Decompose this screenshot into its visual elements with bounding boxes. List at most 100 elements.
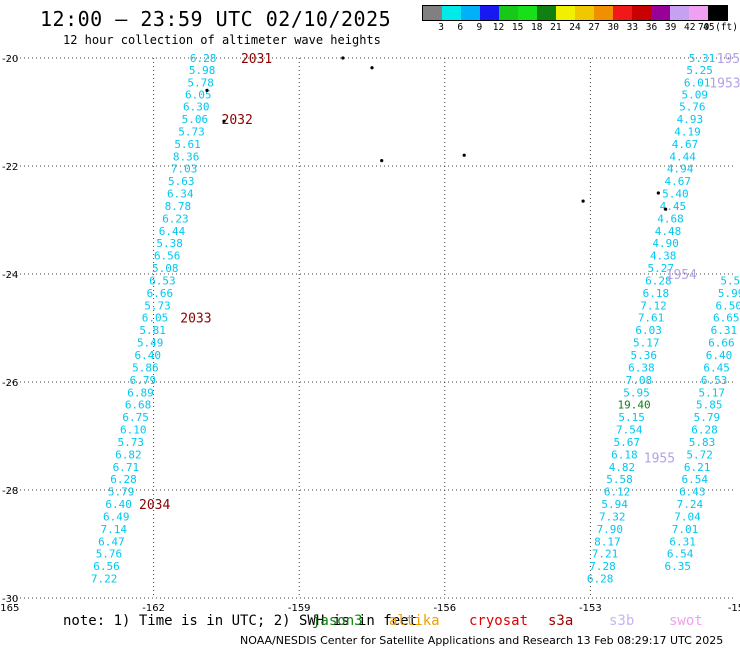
swh-value: 6.40 (706, 349, 733, 362)
swh-value: 5.61 (174, 138, 201, 151)
y-tick-label: -26 (2, 378, 18, 389)
swh-value: 7.90 (597, 523, 624, 536)
swh-value: 5.95 (623, 386, 650, 399)
swh-value: 6.28 (110, 473, 137, 486)
swh-value: 6.12 (604, 486, 631, 499)
satellite-legend-item: altika (389, 613, 440, 629)
swh-value: 7.28 (589, 560, 616, 573)
swh-value: 6.40 (135, 349, 162, 362)
pass-time-label: 1953 (709, 76, 740, 91)
swh-value: 6.23 (162, 212, 189, 225)
swh-value: 4.19 (674, 125, 701, 138)
scale-label: 15 (511, 22, 524, 33)
scale-label: 12 (492, 22, 505, 33)
swh-value: 4.68 (657, 212, 684, 225)
swh-value: 6.44 (159, 225, 186, 238)
swh-value: 5.98 (189, 64, 216, 77)
swh-value: 8.36 (173, 150, 200, 163)
color-scale: 3 6 9 12 15 18 21 24 27 30 33 36 39 42 45 70 (ft) (422, 5, 738, 36)
scale-swatch (518, 6, 537, 20)
swh-value: 5.63 (168, 175, 195, 188)
swh-value: 5.86 (132, 361, 159, 374)
island-dot (664, 207, 668, 211)
swh-value: 4.67 (672, 138, 699, 151)
scale-label: 24 (569, 22, 581, 33)
scale-swatch (442, 6, 461, 20)
scale-label: 45 (703, 22, 715, 33)
page-subtitle: 12 hour collection of altimeter wave hei… (63, 33, 381, 47)
swh-value: 5.79 (694, 411, 721, 424)
swh-value: 7.24 (677, 498, 704, 511)
swh-value: 4.38 (650, 250, 677, 263)
page-title: 12:00 — 23:59 UTC 02/10/2025 (40, 7, 392, 31)
y-tick-label: -24 (2, 270, 18, 281)
swh-value: 6.03 (635, 324, 662, 337)
swh-value: 6.75 (122, 411, 149, 424)
scale-swatch (575, 6, 594, 20)
x-tick-label: -153 (579, 603, 602, 614)
scale-swatch (594, 6, 613, 20)
scale-swatch (556, 6, 575, 20)
swh-value: 5.09 (681, 89, 708, 102)
scale-swatch (670, 6, 689, 20)
swh-value: 6.31 (711, 324, 738, 337)
swh-value: 5.17 (698, 386, 725, 399)
swh-value: 6.66 (708, 337, 735, 350)
scale-label: 18 (531, 22, 543, 33)
swh-value: 5.06 (182, 113, 209, 126)
swh-value: 5.67 (614, 436, 641, 449)
island-dot (370, 66, 374, 70)
island-dot (341, 56, 345, 60)
island-dot (656, 191, 660, 195)
scale-label: 30 (607, 22, 619, 33)
swh-value: 5.25 (686, 64, 713, 77)
swh-value: 7.54 (616, 424, 643, 437)
swh-value: 7.14 (101, 523, 128, 536)
swh-value: 6.31 (669, 535, 696, 548)
scale-swatch (651, 6, 670, 20)
swh-value: 8.17 (594, 535, 621, 548)
pass-time-label: 2031 (241, 52, 272, 67)
swh-value: 6.49 (103, 510, 130, 523)
color-scale-labels: 3 6 9 12 15 18 21 24 27 30 33 36 39 42 45 70 (ft) (422, 22, 738, 36)
scale-swatch (632, 6, 651, 20)
swh-value: 5.81 (139, 324, 166, 337)
satellite-legend-item: jason3 (312, 613, 363, 629)
swh-value: 6.40 (105, 498, 132, 511)
swh-value: 5.78 (187, 76, 214, 89)
swh-value: 6.66 (147, 287, 174, 300)
scale-swatch (708, 6, 727, 20)
satellite-legend-item: swot (669, 613, 703, 629)
scale-label: 21 (550, 22, 562, 33)
x-tick-label: -165 (0, 603, 19, 614)
swh-value: 5.58 (606, 473, 633, 486)
swh-value: 4.67 (665, 175, 692, 188)
swh-value: 5.31 (689, 52, 716, 65)
swh-value: 6.28 (190, 52, 217, 65)
swh-value: 5.85 (696, 399, 723, 412)
scale-swatch (423, 6, 442, 20)
swh-value: 6.34 (167, 188, 194, 201)
swh-value: 7.21 (592, 548, 619, 561)
swh-value: 6.47 (98, 535, 125, 548)
footer-note-text: note: 1) Time is in UTC; 2) SWH is in fe… (63, 613, 418, 629)
satellite-legend-item: s3a (548, 613, 574, 629)
swh-value: 7.22 (91, 573, 118, 586)
swh-value: 6.18 (643, 287, 670, 300)
x-tick-label: -162 (142, 603, 165, 614)
swh-value: 5.36 (631, 349, 658, 362)
swh-value: 6.65 (713, 312, 740, 325)
swh-value: 5.94 (601, 498, 628, 511)
scale-label: 36 (645, 22, 658, 33)
swh-value: 7.03 (171, 163, 198, 176)
swh-value: 5.27 (648, 262, 675, 275)
swh-value: 5.15 (618, 411, 645, 424)
swh-value: 6.38 (628, 361, 655, 374)
x-tick-label: -156 (433, 603, 456, 614)
x-tick-label: -15 (728, 603, 740, 614)
swh-value: 5.40 (662, 188, 689, 201)
swh-value: 5.38 (156, 237, 183, 250)
swh-value: 5.83 (689, 436, 716, 449)
pass-time-label: 2032 (222, 113, 253, 128)
